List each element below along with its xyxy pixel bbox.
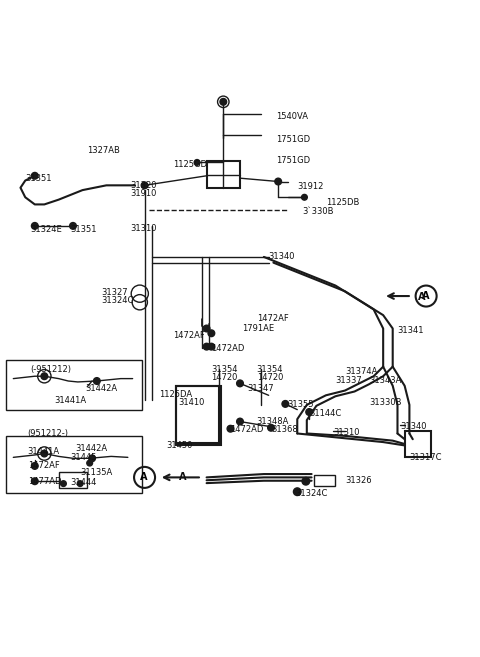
Circle shape [306, 409, 312, 415]
Bar [176, 386, 218, 443]
Text: 31351: 31351 [25, 173, 52, 183]
Circle shape [203, 325, 210, 332]
Text: 31351: 31351 [71, 225, 97, 234]
Text: A: A [140, 472, 148, 482]
Text: 31441A: 31441A [28, 447, 60, 456]
Circle shape [282, 401, 288, 407]
Text: 31441A: 31441A [54, 396, 86, 405]
Text: 31444: 31444 [71, 478, 97, 487]
Text: 31317C: 31317C [409, 453, 442, 462]
Circle shape [194, 160, 200, 166]
Text: 1472AF: 1472AF [257, 315, 288, 323]
Text: 1751GD: 1751GD [276, 156, 310, 164]
Text: 1125GD: 1125GD [173, 160, 207, 170]
Circle shape [41, 450, 48, 457]
Text: 31324E: 31324E [30, 225, 62, 234]
Circle shape [32, 223, 38, 229]
Circle shape [208, 344, 215, 350]
Text: 1472AD: 1472AD [211, 344, 245, 353]
Bar [6, 436, 142, 493]
Text: 31340: 31340 [400, 422, 426, 431]
Text: 31144C: 31144C [309, 409, 341, 418]
Circle shape [60, 481, 66, 486]
Text: 31135A: 31135A [80, 468, 112, 477]
Text: 31341: 31341 [397, 326, 424, 335]
Bar [314, 476, 336, 486]
Text: 31374A: 31374A [345, 367, 377, 376]
Text: 31410: 31410 [178, 398, 204, 407]
Bar [206, 162, 240, 188]
Bar [59, 472, 87, 488]
Text: 14720: 14720 [211, 373, 238, 382]
Circle shape [32, 172, 38, 179]
Text: 1125DA: 1125DA [159, 390, 192, 399]
Text: 1540VA: 1540VA [276, 112, 308, 121]
Text: (-951212): (-951212) [30, 365, 71, 374]
Text: 31442A: 31442A [85, 384, 117, 393]
Text: 1472AF: 1472AF [173, 331, 205, 340]
Circle shape [227, 425, 234, 432]
Circle shape [94, 378, 100, 384]
Text: 1477AD: 1477AD [28, 477, 61, 486]
Text: 31340: 31340 [269, 252, 295, 261]
Text: 31324C: 31324C [295, 489, 327, 497]
Text: 31912: 31912 [297, 182, 324, 191]
Text: 31348A: 31348A [257, 417, 289, 426]
Text: 1791AE: 1791AE [242, 324, 275, 333]
Circle shape [302, 478, 310, 485]
Circle shape [89, 455, 96, 462]
Text: 1472AD: 1472AD [230, 425, 264, 434]
Text: 31326: 31326 [345, 476, 372, 485]
Bar [6, 359, 142, 409]
Text: 31450: 31450 [166, 441, 192, 450]
Text: 1125DB: 1125DB [326, 198, 359, 206]
Circle shape [301, 194, 307, 200]
Circle shape [87, 460, 93, 466]
Bar [405, 431, 431, 457]
Text: 31320: 31320 [130, 181, 157, 190]
Circle shape [70, 223, 76, 229]
Circle shape [293, 488, 301, 495]
Text: 31324C: 31324C [102, 296, 134, 306]
Text: 31442A: 31442A [75, 444, 108, 453]
Text: 31310: 31310 [333, 428, 360, 437]
Text: 3`330B: 3`330B [302, 207, 334, 216]
Text: 31368: 31368 [271, 425, 298, 434]
Circle shape [237, 419, 243, 425]
Text: 1327AB: 1327AB [87, 147, 120, 156]
Text: A: A [418, 292, 425, 302]
Circle shape [268, 424, 275, 431]
Circle shape [208, 330, 215, 336]
Text: 31347: 31347 [247, 384, 274, 393]
Text: 31445: 31445 [71, 453, 97, 462]
Text: A: A [422, 291, 430, 301]
Text: 14720: 14720 [257, 373, 283, 382]
Text: A: A [179, 472, 187, 482]
Text: 31910: 31910 [130, 189, 156, 198]
Text: 31343A: 31343A [369, 376, 401, 384]
Circle shape [275, 178, 281, 185]
Text: 1751GD: 1751GD [276, 135, 310, 145]
Text: (951212-): (951212-) [28, 429, 69, 438]
Text: 31354: 31354 [257, 365, 283, 374]
Text: 31355: 31355 [288, 400, 314, 409]
Text: 31327: 31327 [102, 288, 128, 297]
Text: 31354: 31354 [211, 365, 238, 374]
Text: 31337: 31337 [336, 376, 362, 384]
Circle shape [32, 463, 38, 469]
Circle shape [77, 481, 83, 486]
Circle shape [203, 344, 210, 350]
Circle shape [141, 182, 148, 189]
Circle shape [220, 99, 227, 105]
Circle shape [237, 380, 243, 387]
Circle shape [32, 478, 38, 485]
Circle shape [41, 373, 48, 380]
Text: 31310: 31310 [130, 224, 157, 233]
Text: 31330B: 31330B [369, 398, 401, 407]
Bar [176, 386, 221, 445]
Text: 1472AF: 1472AF [28, 461, 60, 470]
